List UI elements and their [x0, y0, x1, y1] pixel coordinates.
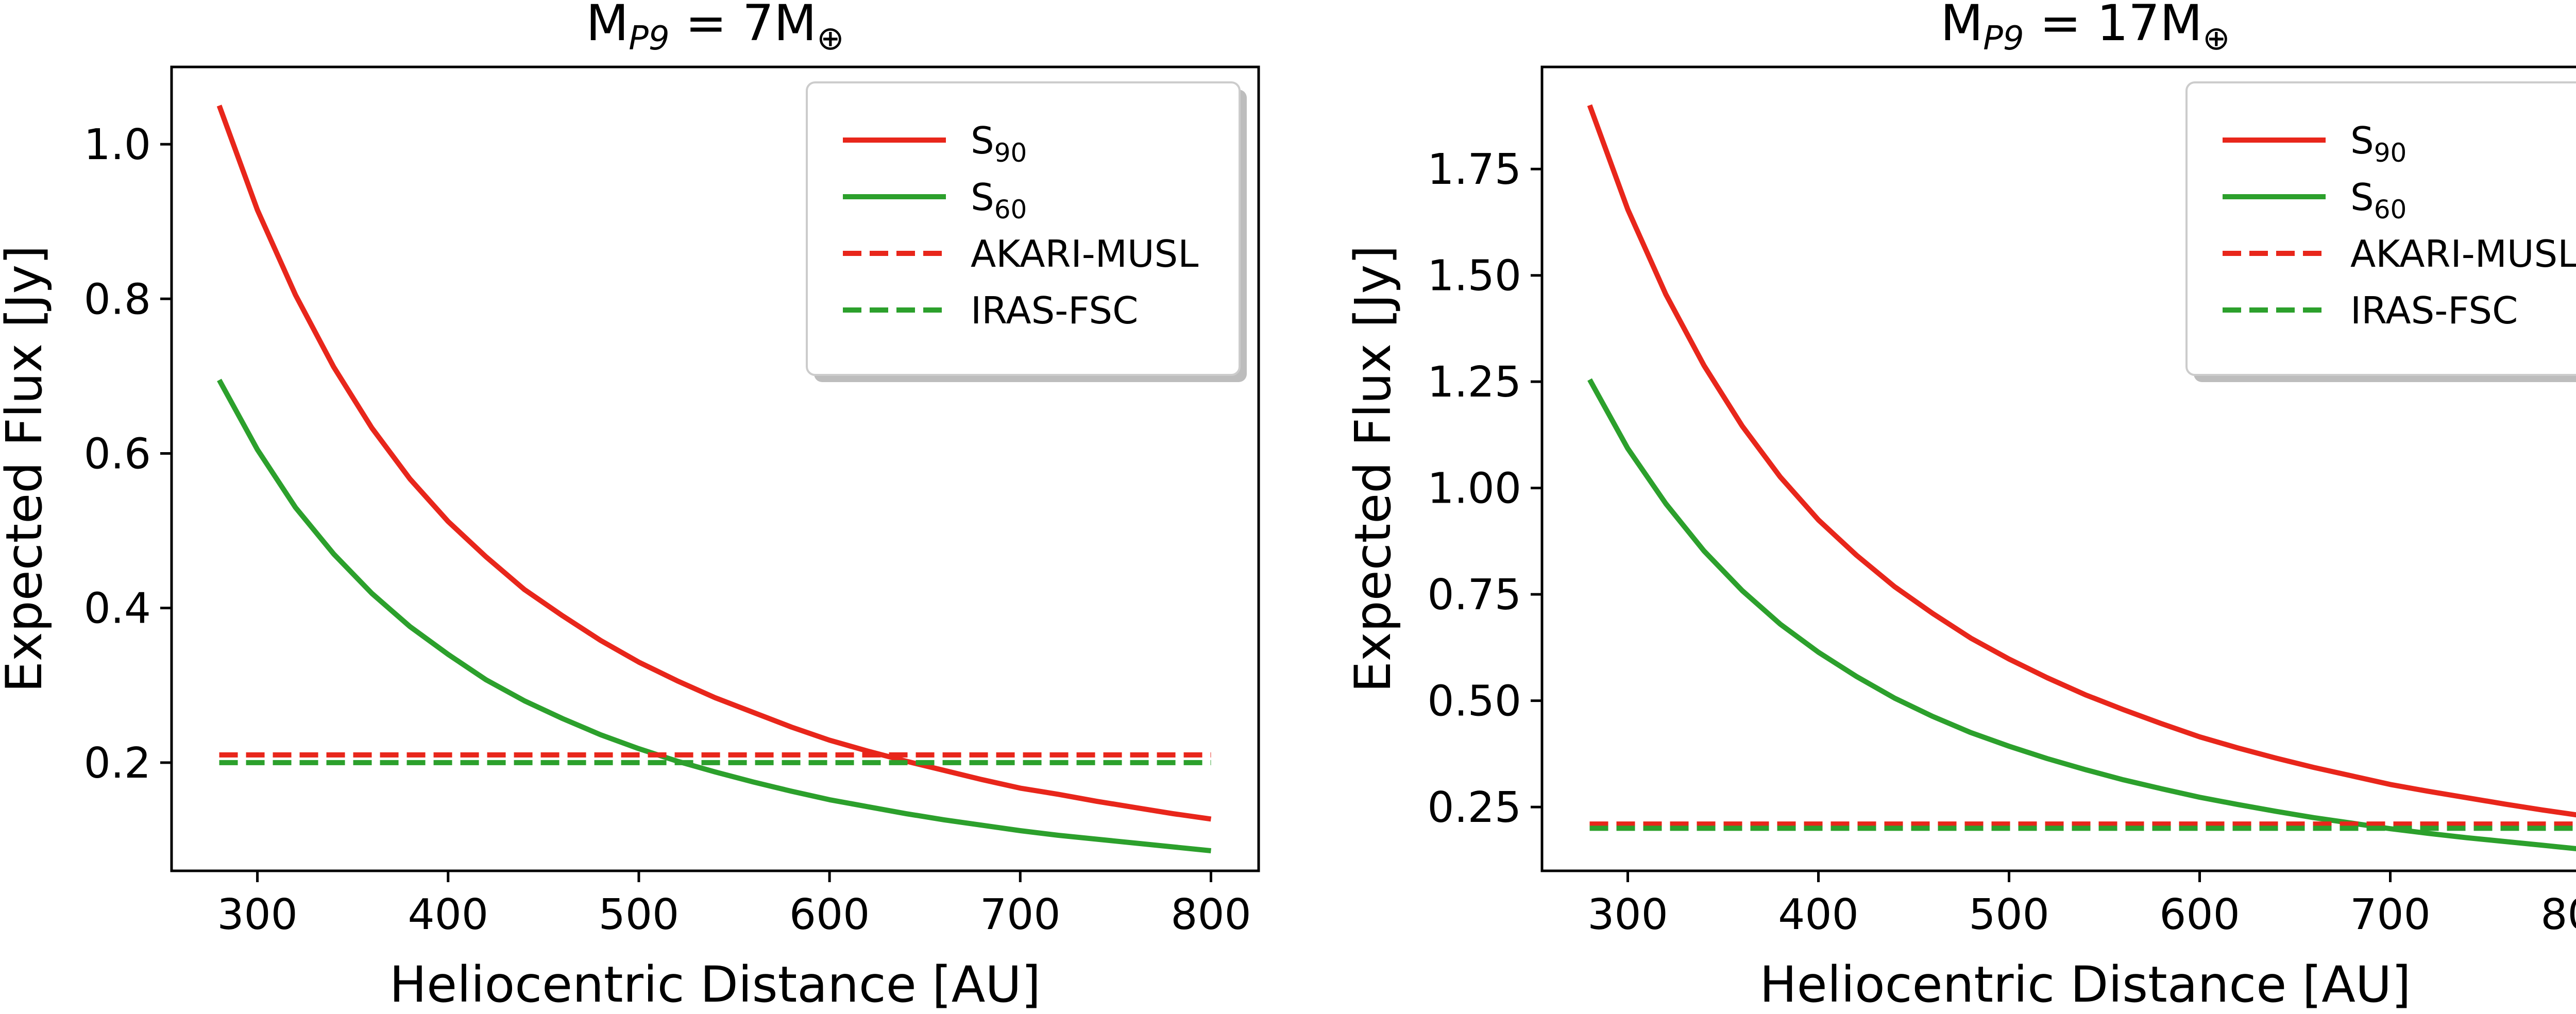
x-tick-label: 700 [2350, 890, 2431, 939]
x-tick-label: 600 [789, 890, 870, 939]
x-tick-label: 700 [980, 890, 1061, 939]
series-line-s90 [1587, 104, 2576, 818]
x-tick-label: 400 [408, 890, 488, 939]
legend-box [2185, 81, 2576, 376]
y-tick-label: 1.50 [1427, 252, 1521, 301]
y-tick-label: 1.00 [1427, 465, 1521, 513]
legend-label: AKARI-MUSL [2350, 232, 2576, 276]
legend: S90 S60 AKARI-MUSL IRAS-FSC [2185, 81, 2576, 382]
legend-label: S60 [971, 176, 1027, 225]
series-line-s60 [1587, 378, 2576, 851]
x-tick-label: 300 [217, 890, 298, 939]
legend-label: IRAS-FSC [2350, 289, 2518, 332]
axes-frame [1540, 65, 2576, 872]
y-tick-label: 0.25 [1427, 783, 1521, 832]
y-tick-label: 0.6 [84, 429, 151, 478]
series-line-s90 [216, 105, 1212, 822]
chart-title: MP9 = 7M⊕ [586, 0, 844, 58]
legend-label: IRAS-FSC [971, 289, 1138, 332]
x-tick-label: 800 [2540, 890, 2576, 939]
y-axis-label: Expected Flux [Jy] [1344, 245, 1402, 693]
y-tick-label: 1.25 [1427, 358, 1521, 407]
legend-label: AKARI-MUSL [971, 232, 1198, 276]
legend-label: S90 [971, 119, 1027, 168]
plot-area [1587, 104, 2576, 851]
legend: S90 S60 AKARI-MUSL IRAS-FSC [806, 81, 1247, 382]
x-tick-label: 500 [1969, 890, 2049, 939]
y-tick-label: 0.4 [84, 585, 151, 633]
x-tick-label: 400 [1778, 890, 1859, 939]
legend-label: S90 [2350, 119, 2406, 168]
y-tick-label: 1.0 [84, 121, 151, 169]
x-tick-label: 300 [1587, 890, 1668, 939]
x-tick-label: 600 [2159, 890, 2240, 939]
legend-box [806, 81, 1241, 376]
y-tick-label: 0.50 [1427, 677, 1521, 726]
axes-frame [170, 65, 1260, 872]
series-line-s60 [217, 379, 1212, 853]
chart-title: MP9 = 17M⊕ [1940, 0, 2230, 58]
y-tick-label: 1.75 [1427, 145, 1521, 194]
chart-panel-2: MP9 = 17M⊕ 300 400 500 600 700 800 0.25 0.50 0.75… [1344, 0, 2576, 1013]
y-tick-label: 0.8 [84, 275, 151, 324]
x-tick-label: 500 [599, 890, 680, 939]
y-tick-label: 0.2 [84, 739, 151, 788]
legend-label: S60 [2350, 176, 2406, 225]
plot-area [216, 105, 1212, 853]
x-axis-label: Heliocentric Distance [AU] [1759, 956, 2411, 1013]
y-axis-label: Expected Flux [Jy] [0, 245, 53, 693]
chart-panel-1: MP9 = 7M⊕ 300 400 500 600 700 800 0.2 0.4 0.6 0.8 1… [0, 0, 1260, 1013]
y-tick-label: 0.75 [1427, 571, 1521, 620]
x-axis-label: Heliocentric Distance [AU] [389, 956, 1041, 1013]
x-tick-label: 800 [1171, 890, 1251, 939]
